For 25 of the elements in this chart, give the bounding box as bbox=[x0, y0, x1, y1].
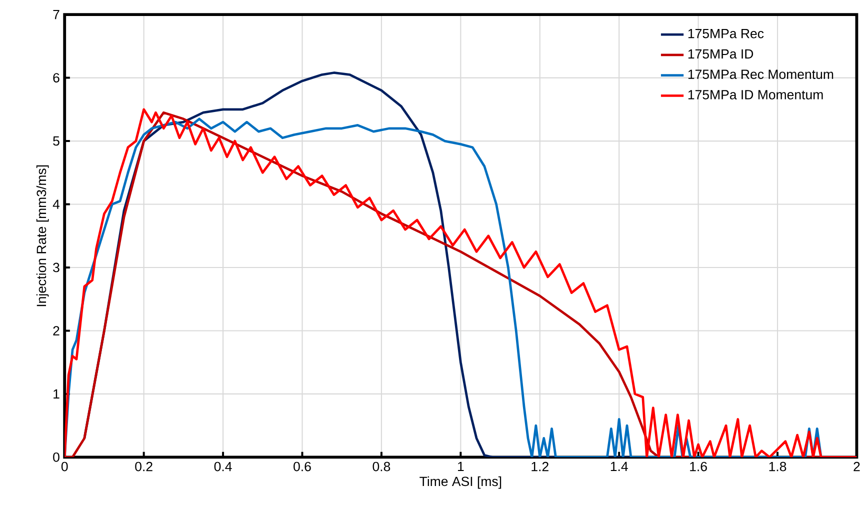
x-tick-label: 1 bbox=[458, 462, 464, 472]
x-tick-label: 1.8 bbox=[769, 462, 786, 472]
x-tick-label: 0.6 bbox=[294, 462, 311, 472]
y-tick-label: 0 bbox=[53, 452, 60, 462]
y-tick-label: 1 bbox=[54, 390, 60, 399]
x-tick-label: 0.4 bbox=[214, 462, 232, 472]
y-tick-label: 5 bbox=[53, 136, 60, 146]
x-tick-label: 2 bbox=[854, 462, 860, 472]
legend-label: 175MPa ID bbox=[688, 49, 754, 59]
y-tick-label: 4 bbox=[52, 200, 60, 209]
y-tick-label: 2 bbox=[53, 326, 60, 336]
x-axis-title: Time ASI [ms] bbox=[420, 476, 502, 489]
x-tick-label: 1.2 bbox=[532, 462, 548, 472]
x-tick-label: 1.6 bbox=[690, 462, 707, 472]
y-tick-label: 7 bbox=[53, 10, 60, 20]
y-tick-label: 3 bbox=[53, 262, 60, 272]
y-axis-title: Injection Rate [mm3/ms] bbox=[36, 166, 49, 306]
x-tick-label: 1.4 bbox=[610, 462, 628, 472]
x-tick-label: 0.2 bbox=[135, 462, 152, 472]
legend-label: 175MPa Rec bbox=[688, 29, 764, 38]
legend-label: 175MPa Rec Momentum bbox=[688, 70, 834, 80]
x-tick-label: 0 bbox=[61, 462, 68, 472]
legend-label: 175MPa ID Momentum bbox=[688, 90, 823, 100]
x-tick-label: 0.8 bbox=[372, 462, 390, 472]
y-tick-label: 6 bbox=[53, 73, 60, 83]
